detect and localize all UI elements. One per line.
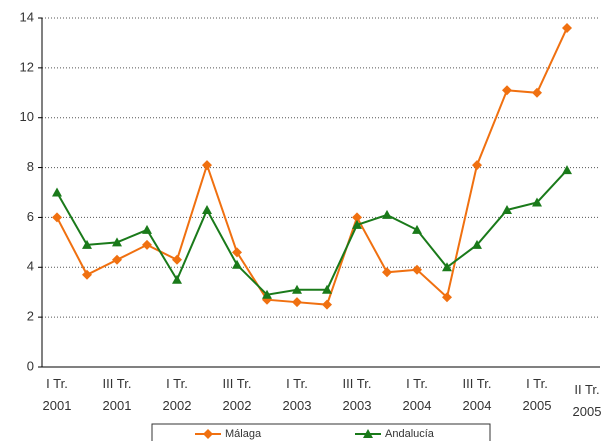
series-line: [56, 169, 568, 296]
marker: [262, 289, 272, 299]
marker: [322, 284, 332, 294]
marker: [232, 247, 242, 258]
y-tick-label: 4: [27, 259, 34, 274]
marker: [352, 212, 362, 223]
marker: [412, 224, 422, 234]
marker: [502, 204, 512, 214]
marker: [172, 254, 182, 265]
marker: [52, 212, 62, 223]
marker: [142, 224, 152, 234]
marker: [112, 254, 122, 265]
x-tick-label: III Tr. 2003: [342, 376, 372, 413]
marker: [292, 284, 302, 294]
marker: [382, 267, 392, 278]
marker: [472, 239, 482, 249]
marker: [292, 297, 302, 308]
marker: [322, 299, 332, 310]
marker: [172, 274, 182, 284]
marker: [382, 209, 392, 219]
x-tick-label: I Tr. 2002: [162, 376, 192, 413]
marker: [502, 85, 512, 96]
x-tick-label: I Tr. 2003: [282, 376, 312, 413]
marker: [442, 292, 452, 303]
marker: [352, 219, 362, 229]
series-line: [56, 27, 568, 306]
marker: [442, 262, 452, 272]
marker: [562, 22, 572, 33]
marker: [202, 204, 212, 214]
x-tick-label: I Tr. 2005: [522, 376, 552, 413]
y-tick-label: 14: [20, 9, 34, 24]
marker: [532, 197, 542, 207]
y-tick-label: 2: [27, 309, 34, 324]
y-tick-label: 12: [20, 59, 34, 74]
marker: [363, 429, 373, 438]
marker: [82, 269, 92, 280]
legend-box: [151, 423, 491, 441]
y-tick-label: 0: [27, 358, 34, 373]
marker: [52, 187, 62, 197]
x-tick-label: II Tr. 2005: [572, 382, 602, 419]
legend-label: Málaga: [225, 428, 262, 440]
legend-label: Andalucía: [385, 428, 435, 440]
marker: [82, 239, 92, 249]
x-tick-label: III Tr. 2002: [222, 376, 252, 413]
marker: [232, 259, 242, 269]
y-tick-label: 6: [27, 209, 34, 224]
marker: [532, 87, 542, 98]
marker: [112, 237, 122, 247]
marker: [472, 160, 482, 171]
marker: [203, 429, 213, 439]
y-tick-label: 10: [20, 109, 34, 124]
x-tick-label: III Tr. 2001: [102, 376, 132, 413]
x-tick-label: I Tr. 2004: [402, 376, 432, 413]
marker: [142, 239, 152, 250]
marker: [412, 264, 422, 275]
marker: [202, 160, 212, 171]
x-tick-label: I Tr. 2001: [42, 376, 72, 413]
x-tick-label: III Tr. 2004: [462, 376, 492, 413]
marker: [562, 165, 572, 175]
y-tick-label: 8: [27, 159, 34, 174]
